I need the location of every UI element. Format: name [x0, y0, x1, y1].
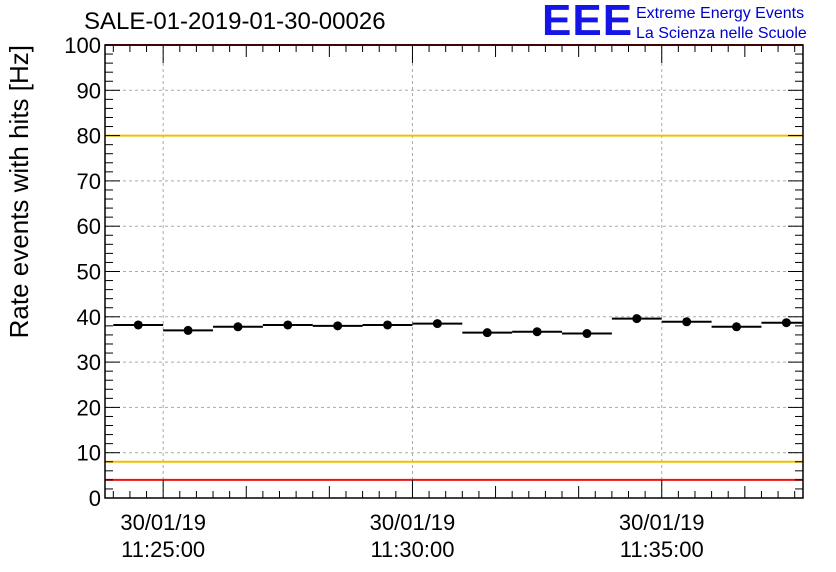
data-point [383, 320, 393, 330]
y-tick-label: 30 [77, 350, 101, 375]
x-tick-date-label: 30/01/19 [370, 510, 456, 535]
data-point [133, 320, 143, 330]
data-point [732, 322, 742, 332]
x-tick-date-label: 30/01/19 [619, 510, 705, 535]
y-tick-label: 70 [77, 169, 101, 194]
data-point [582, 329, 592, 339]
y-axis-label: Rate events with hits [Hz] [4, 45, 34, 338]
y-tick-label: 40 [77, 305, 101, 330]
label-layer: 010203040506070809010030/01/1911:25:0030… [64, 33, 704, 562]
y-tick-label: 50 [77, 260, 101, 285]
x-tick-date-label: 30/01/19 [120, 510, 206, 535]
data-point [183, 325, 193, 335]
logo-mark: EEE [542, 0, 634, 45]
reference-lines [105, 44, 803, 481]
y-tick-label: 0 [89, 486, 101, 511]
x-tick-time-label: 11:35:00 [620, 537, 704, 562]
grid-layer [105, 45, 803, 498]
data-point [532, 327, 542, 337]
x-tick-time-label: 11:30:00 [370, 537, 454, 562]
data-point [333, 321, 343, 331]
y-tick-label: 90 [77, 78, 101, 103]
data-layer [113, 314, 803, 339]
data-point [283, 320, 293, 330]
data-point [482, 328, 492, 338]
logo-line-2: La Scienza nelle Scuole [636, 25, 807, 42]
chart-title: SALE-01-2019-01-30-00026 [84, 8, 386, 35]
x-tick-time-label: 11:25:00 [121, 537, 205, 562]
data-point [432, 319, 442, 329]
y-tick-label: 80 [77, 124, 101, 149]
y-tick-label: 60 [77, 214, 101, 239]
axis-layer [104, 44, 804, 499]
eee-logo: EEE Extreme Energy Events La Scienza nel… [542, 0, 832, 45]
data-point [632, 314, 642, 324]
y-tick-label: 20 [77, 395, 101, 420]
logo-line-1: Extreme Energy Events [636, 5, 805, 22]
data-point [781, 318, 791, 328]
y-tick-label: 10 [77, 441, 101, 466]
data-point [233, 322, 243, 332]
y-tick-label: 100 [64, 33, 101, 58]
data-point [682, 317, 692, 327]
